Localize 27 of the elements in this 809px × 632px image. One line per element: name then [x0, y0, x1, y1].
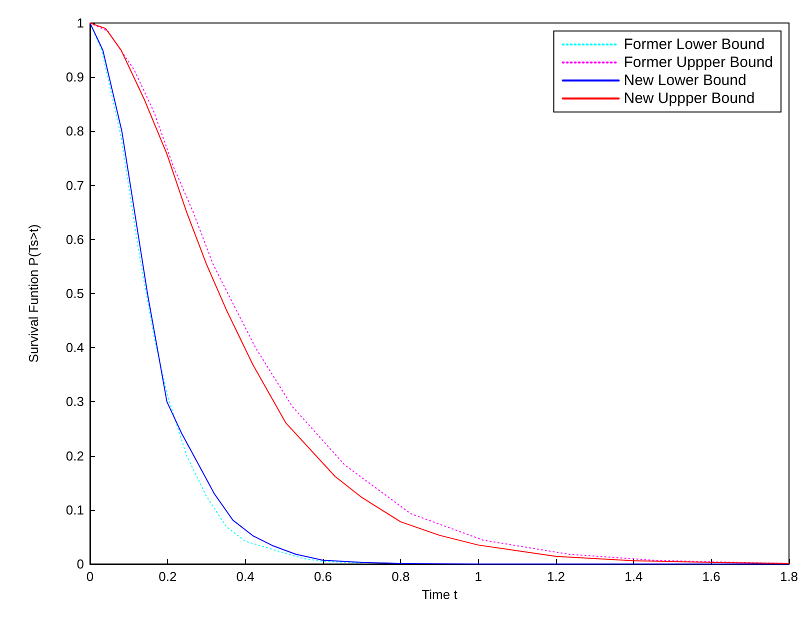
y-tick-label: 0.6 — [66, 232, 84, 247]
x-axis-title: Time t — [422, 587, 458, 602]
y-tick-label: 0.3 — [66, 394, 84, 410]
y-tick-label: 0.5 — [66, 286, 84, 301]
y-tick-label: 1 — [76, 16, 84, 30]
legend-label: New Uppper Bound — [624, 90, 755, 107]
x-tick-label: 1.2 — [546, 569, 566, 584]
legend-label: Former Uppper Bound — [624, 54, 774, 71]
y-tick-label: 0.7 — [66, 178, 84, 193]
x-tick-label: 0.2 — [158, 569, 177, 584]
y-axis-title: Survival Funtion P(Ts>t) — [26, 224, 41, 363]
y-tick-label: 0.4 — [66, 340, 84, 356]
y-tick-label: 0.1 — [66, 502, 84, 518]
x-tick-label: 0 — [86, 569, 94, 584]
y-tick-label: 0.8 — [66, 124, 84, 139]
y-tick-label: 0.2 — [66, 448, 84, 464]
x-tick-label: 1 — [474, 569, 482, 584]
legend-label: New Lower Bound — [624, 72, 746, 89]
x-tick-label: 0.6 — [314, 569, 332, 584]
x-tick-label: 1.6 — [702, 569, 720, 584]
legend-label: Former Lower Bound — [624, 36, 765, 53]
y-tick-label: 0 — [76, 556, 84, 572]
x-tick-label: 1.4 — [624, 569, 643, 584]
x-tick-label: 0.4 — [236, 569, 254, 584]
y-tick-label: 0.9 — [66, 70, 84, 85]
x-tick-label: 1.8 — [780, 569, 798, 584]
x-tick-label: 0.8 — [392, 569, 410, 584]
